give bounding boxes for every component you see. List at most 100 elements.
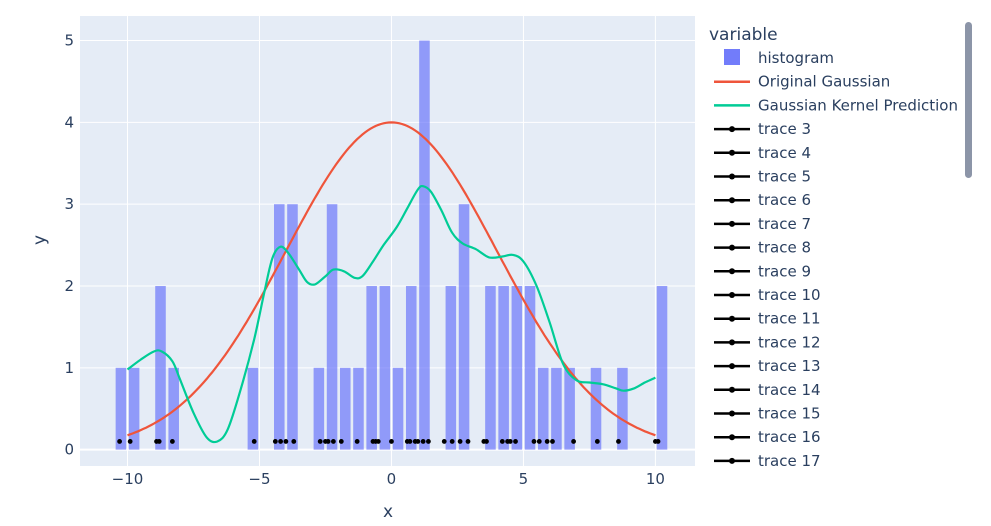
- trace-marker: [420, 439, 426, 444]
- trace-marker: [484, 439, 489, 444]
- y-tick-label: 5: [64, 32, 74, 50]
- legend-item[interactable]: trace 3: [714, 120, 811, 138]
- legend-swatch-marker: [729, 410, 735, 417]
- trace-marker: [513, 439, 518, 444]
- trace-marker: [465, 439, 471, 444]
- histogram-bar: [524, 286, 536, 450]
- legend-item[interactable]: trace 6: [714, 191, 811, 209]
- trace-marker: [330, 439, 336, 444]
- y-tick-label: 0: [64, 441, 74, 459]
- legend-label: Original Gaussian: [758, 73, 890, 91]
- legend-item[interactable]: trace 16: [714, 428, 821, 446]
- legend-label: trace 4: [758, 144, 811, 162]
- legend-item[interactable]: trace 7: [714, 215, 811, 233]
- trace-marker: [251, 439, 257, 444]
- legend-swatch-marker: [729, 386, 735, 393]
- trace-marker: [325, 439, 331, 444]
- legend-label: trace 14: [758, 381, 821, 399]
- legend-swatch-marker: [729, 292, 735, 298]
- series-lines: [126, 121, 656, 444]
- trace-marker: [499, 439, 505, 444]
- y-tick-label: 4: [64, 113, 74, 131]
- trace-marker: [407, 439, 413, 444]
- legend-item[interactable]: trace 11: [714, 310, 821, 328]
- histogram-bar: [287, 204, 298, 450]
- histogram-bar: [445, 286, 457, 450]
- histogram-bar: [498, 286, 509, 450]
- legend-item[interactable]: trace 10: [714, 286, 821, 304]
- x-tick-label: 5: [519, 470, 529, 488]
- histogram-bar: [485, 286, 496, 450]
- trace-marker: [317, 439, 323, 444]
- legend-label: trace 17: [758, 452, 821, 470]
- histogram-bar: [405, 286, 417, 450]
- legend-item[interactable]: Gaussian Kernel Prediction: [714, 96, 958, 114]
- histogram-bar: [458, 204, 470, 450]
- y-tick-label: 3: [64, 195, 74, 213]
- legend-swatch-marker: [729, 220, 735, 227]
- trace-marker: [272, 439, 278, 444]
- trace-marker: [354, 439, 360, 444]
- legend-item[interactable]: trace 13: [714, 357, 821, 375]
- x-tick-labels: −10 −5 0 5 10: [112, 470, 665, 488]
- histogram-bar: [115, 367, 127, 450]
- legend-item[interactable]: histogram: [724, 49, 834, 67]
- legend-item[interactable]: trace 4: [714, 144, 811, 162]
- legend-label: histogram: [758, 49, 834, 67]
- legend-item[interactable]: trace 17: [714, 452, 821, 470]
- histogram-bar: [313, 367, 325, 450]
- legend-swatch-bar: [724, 49, 740, 65]
- trace-marker: [338, 439, 344, 444]
- legend-label: Gaussian Kernel Prediction: [758, 96, 958, 114]
- legend-item[interactable]: trace 9: [714, 262, 811, 280]
- legend-scrollbar-thumb[interactable]: [965, 22, 972, 178]
- histogram-bar: [128, 367, 140, 450]
- histogram-bar: [274, 204, 285, 450]
- trace-marker: [531, 439, 537, 444]
- histogram-bar: [419, 40, 430, 450]
- trace-marker: [283, 439, 289, 444]
- histogram-bar: [326, 204, 338, 450]
- legend-item[interactable]: trace 5: [714, 168, 811, 186]
- legend-label: trace 10: [758, 286, 821, 304]
- marker-points: [117, 439, 661, 444]
- trace-marker: [449, 439, 455, 444]
- trace-marker: [117, 439, 122, 444]
- legend-swatch-marker: [729, 244, 735, 251]
- legend-title: variable: [709, 25, 778, 45]
- legend-swatch-marker: [729, 268, 735, 275]
- legend-swatch-marker: [729, 315, 735, 322]
- legend-item[interactable]: trace 12: [714, 333, 821, 351]
- legend-label: trace 6: [758, 191, 811, 209]
- legend-label: trace 5: [758, 168, 811, 186]
- legend-label: trace 12: [758, 333, 821, 351]
- trace-marker: [169, 439, 175, 444]
- trace-marker: [594, 439, 600, 444]
- legend-item[interactable]: trace 15: [714, 405, 821, 423]
- histogram-bar: [537, 367, 549, 450]
- y-axis-title: y: [30, 235, 50, 245]
- histogram-bar: [590, 367, 602, 450]
- legend-item[interactable]: trace 14: [714, 381, 821, 399]
- legend-label: trace 16: [758, 428, 821, 446]
- x-tick-label: 0: [387, 470, 397, 488]
- trace-marker: [291, 439, 297, 444]
- legend-label: trace 3: [758, 120, 811, 138]
- legend-swatch-marker: [729, 434, 735, 441]
- legend-swatch-marker: [729, 197, 735, 204]
- trace-marker: [426, 439, 431, 444]
- x-tick-label: −5: [248, 470, 270, 488]
- trace-marker: [507, 439, 513, 444]
- y-tick-labels: 0 1 2 3 4 5: [64, 32, 74, 459]
- trace-marker: [571, 439, 576, 444]
- histogram-bar: [155, 286, 166, 450]
- histogram-bar: [617, 367, 628, 450]
- legend-item[interactable]: trace 8: [714, 239, 811, 257]
- trace-marker: [441, 439, 447, 444]
- y-tick-label: 1: [64, 359, 74, 377]
- legend-swatch-marker: [729, 149, 735, 156]
- legend-item[interactable]: Original Gaussian: [714, 73, 890, 91]
- legend[interactable]: variable histogram Original Gaussian Gauss…: [709, 25, 958, 470]
- trace-marker: [156, 439, 162, 444]
- y-tick-label: 2: [64, 277, 74, 295]
